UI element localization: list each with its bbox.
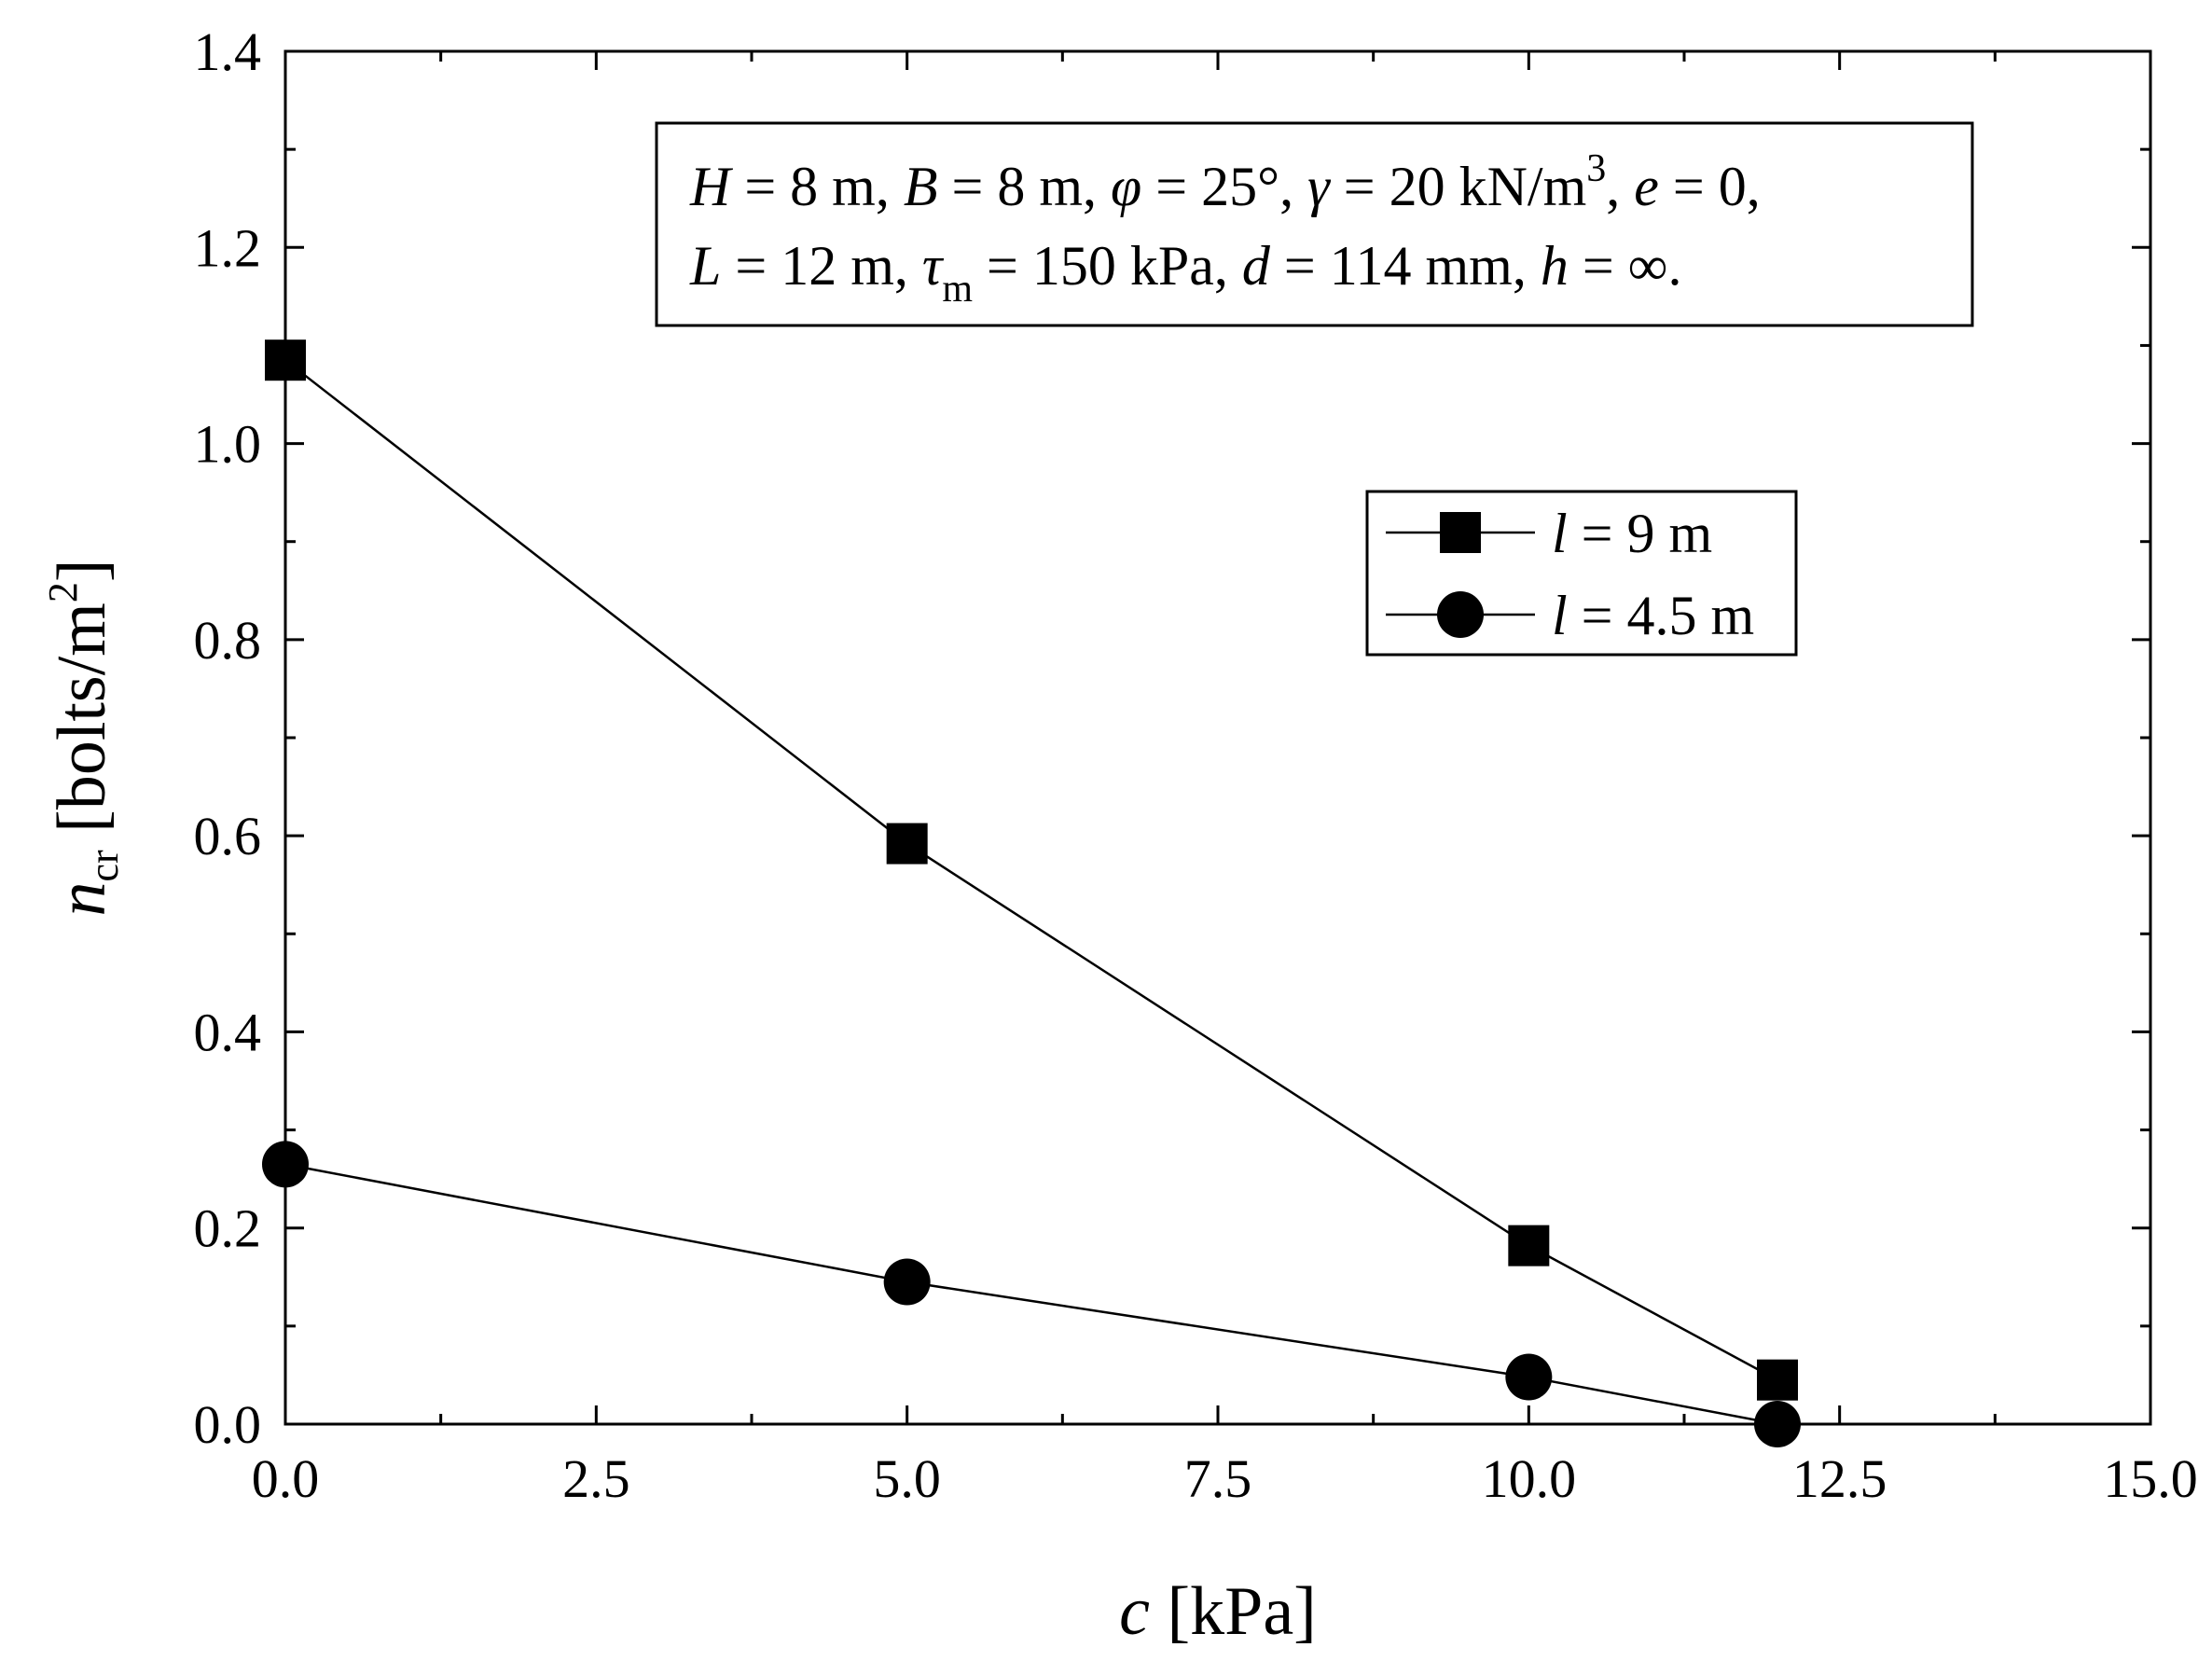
annotation-part: B xyxy=(904,156,938,217)
annotation-line-1: H = 8 m, B = 8 m, φ = 25°, γ = 20 kN/m3,… xyxy=(689,147,1761,217)
annotation-part: 3 xyxy=(1586,147,1606,190)
x-tick-label: 5.0 xyxy=(873,1448,941,1509)
annotation-part: = 114 mm, xyxy=(1270,235,1541,297)
annotation-part: γ xyxy=(1307,156,1331,217)
legend-marker-2 xyxy=(1437,591,1484,638)
x-tick-label: 15.0 xyxy=(2103,1448,2198,1509)
x-tick-label: 10.0 xyxy=(1482,1448,1577,1509)
series-line-1 xyxy=(284,359,1778,1381)
legend-var: l xyxy=(1552,585,1568,646)
legend-marker-1 xyxy=(1440,512,1481,553)
y-tick-label: 0.8 xyxy=(194,610,262,671)
annotation-part: = 8 m, xyxy=(730,156,904,217)
x-tick-label: 12.5 xyxy=(1792,1448,1887,1509)
y-axis-sub: cr xyxy=(81,850,127,882)
y-axis-title: ncr [bolts/m2] xyxy=(40,559,127,916)
x-tick-label: 7.5 xyxy=(1184,1448,1252,1509)
annotation-part: d xyxy=(1242,235,1271,297)
legend-rest: = 9 m xyxy=(1568,503,1713,564)
annotation-part: = 8 m, xyxy=(938,156,1112,217)
annotation-part: L xyxy=(689,235,721,297)
axis-ticks xyxy=(283,49,2152,1426)
annotation-part: τ xyxy=(922,235,945,297)
series-1-point xyxy=(1508,1225,1550,1267)
y-axis-close: ] xyxy=(44,559,120,582)
x-tick-label: 0.0 xyxy=(252,1448,320,1509)
annotation-part: = 20 kN/m xyxy=(1330,156,1587,217)
annotation-part: = 25°, xyxy=(1141,156,1307,217)
series-1-point xyxy=(886,823,928,865)
x-axis-title: c [kPa] xyxy=(1119,1573,1317,1650)
annotation-part: H xyxy=(689,156,734,217)
annotation-box xyxy=(655,121,1974,327)
y-axis-sup: 2 xyxy=(40,582,86,602)
annotation-part: h xyxy=(1541,235,1569,297)
y-tick-label: 1.4 xyxy=(194,21,262,82)
y-tick-label: 0.0 xyxy=(194,1394,262,1455)
y-tick-label: 0.4 xyxy=(194,1002,262,1062)
legend-rest: = 4.5 m xyxy=(1568,585,1755,646)
annotation-part: e xyxy=(1634,156,1659,217)
annotation-part: = 12 m, xyxy=(721,235,922,297)
annotation-part: = ∞. xyxy=(1569,235,1682,297)
legend-label-2: l = 4.5 m xyxy=(1552,585,1754,646)
annotation-part: m xyxy=(942,268,973,311)
x-axis-unit: [kPa] xyxy=(1150,1573,1317,1650)
y-tick-label: 1.2 xyxy=(194,217,262,278)
series-2-point xyxy=(883,1258,931,1306)
series-1-point xyxy=(1757,1359,1798,1401)
legend: l = 9 ml = 4.5 m xyxy=(1386,503,1754,646)
annotation-part: φ xyxy=(1111,156,1141,217)
y-tick-label: 0.6 xyxy=(194,806,262,866)
x-tick-label: 2.5 xyxy=(562,1448,630,1509)
series-line-2 xyxy=(284,1163,1778,1426)
legend-box xyxy=(1365,490,1798,657)
series-2-point xyxy=(1754,1401,1801,1447)
series-1-point xyxy=(265,339,306,381)
legend-label-1: l = 9 m xyxy=(1552,503,1712,564)
series-2-point xyxy=(262,1141,309,1188)
series-group xyxy=(262,339,1801,1447)
y-tick-label: 1.0 xyxy=(194,414,262,475)
y-tick-label: 0.2 xyxy=(194,1198,262,1259)
annotation-line-2: L = 12 m, τm = 150 kPa, d = 114 mm, h = … xyxy=(689,235,1681,311)
y-axis-unit: [bolts/m xyxy=(44,602,120,850)
x-axis-var: c xyxy=(1119,1573,1150,1650)
legend-var: l xyxy=(1552,503,1568,564)
annotation-part: = 0, xyxy=(1659,156,1761,217)
series-2-point xyxy=(1505,1353,1553,1401)
annotation-part: , xyxy=(1606,156,1634,217)
axis-tick-labels: 0.0 2.5 5.0 7.5 10.0 12.5 15.0 0.0 0.2 0.4 0.6 0.8 1… xyxy=(194,21,2198,1509)
y-axis-var: n xyxy=(44,882,120,917)
annotation-part: = 150 kPa, xyxy=(973,235,1242,297)
